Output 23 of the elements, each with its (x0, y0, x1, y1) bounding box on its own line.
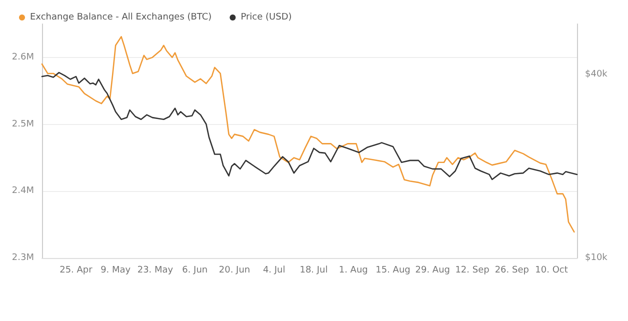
x-tick-label: 29. Aug (415, 266, 450, 276)
line-series (41, 36, 575, 233)
x-tick-label: 4. Jul (262, 266, 286, 276)
y-tick-label: 2.4M (12, 186, 34, 196)
x-tick-label: 26. Sep (494, 266, 530, 276)
x-tick-label: 15. Aug (376, 266, 410, 276)
x-tick-label: 9. May (100, 266, 132, 276)
legend-label: Exchange Balance - All Exchanges (BTC) (30, 12, 212, 22)
x-tick-label: 25. Apr (60, 266, 93, 276)
x-tick-label: 20. Jun (218, 266, 250, 276)
y-tick-label: 2.6M (12, 52, 34, 62)
y-tick-label: 2.5M (12, 119, 34, 130)
x-tick-label: 6. Jun (182, 266, 208, 276)
x-tick-label: 12. Sep (455, 266, 490, 276)
x-tick-label: 23. May (137, 266, 174, 276)
x-tick-label: 18. Jul (300, 266, 328, 276)
line-series (41, 72, 578, 180)
y2-tick-label: $10k (585, 253, 608, 263)
legend-label: Price (USD) (240, 12, 292, 22)
y-tick-label: 2.3M (12, 253, 34, 263)
y2-tick-label: $40k (585, 70, 608, 80)
x-tick-label: 10. Oct (535, 266, 568, 276)
x-tick-label: 1. Aug (338, 266, 368, 276)
